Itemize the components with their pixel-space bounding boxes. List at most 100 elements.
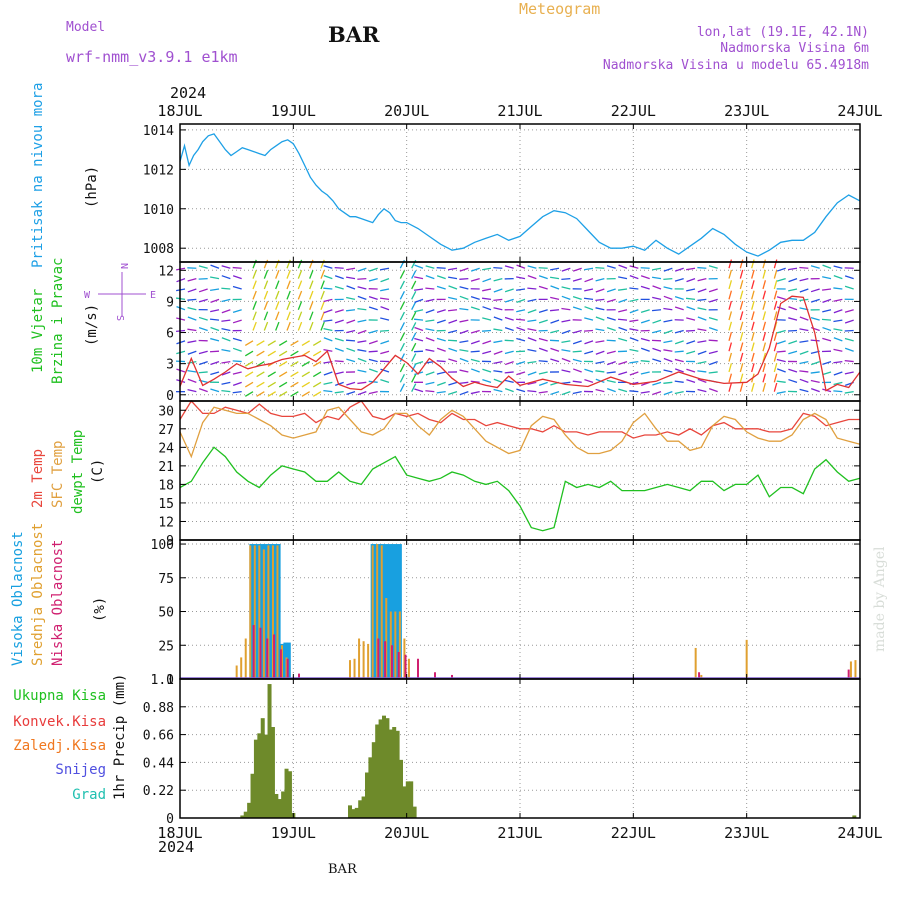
- low-cloud-bar: [298, 673, 300, 679]
- precip-bar: [250, 773, 255, 818]
- precip-bar: [368, 757, 373, 818]
- ytick-label: 15: [158, 497, 174, 512]
- mid-cloud-bar: [244, 638, 247, 679]
- precip-bar: [354, 807, 359, 818]
- compass-south: S: [114, 315, 125, 321]
- station-elevation: Nadmorska Visina 6m: [720, 41, 869, 56]
- mid-cloud-bar: [376, 544, 379, 679]
- low-cloud-bar: [404, 654, 407, 679]
- ytick-label: 12: [158, 515, 174, 530]
- model-elevation: Nadmorska Visina u modelu 65.4918m: [602, 58, 869, 73]
- precip-bar: [399, 759, 403, 818]
- ytick-label: 0.88: [143, 701, 174, 716]
- ytick-label: 6: [166, 327, 174, 342]
- low-cloud-bar: [266, 638, 269, 679]
- xtick-label-top: 21JUL: [497, 102, 542, 120]
- precip-bar: [274, 793, 279, 818]
- temp2m-line: [179, 399, 860, 439]
- ytick-label: 18: [158, 478, 174, 493]
- low-cloud-bar: [397, 652, 400, 679]
- high-cloud-bar: [283, 642, 288, 679]
- model-name: wrf-nmm_v3.9.1 e1km: [66, 48, 238, 66]
- low-cloud-bar: [279, 649, 282, 679]
- xtick-label-bottom: 21JUL: [497, 824, 542, 842]
- precip-bar: [405, 781, 410, 818]
- low-cloud-bar: [252, 625, 255, 679]
- precip-bar: [409, 781, 414, 818]
- high-cloud-bar: [374, 544, 379, 679]
- precip-bar: [277, 799, 282, 818]
- precip-bar: [267, 684, 272, 818]
- precip-bar: [365, 772, 369, 818]
- xtick-label-bottom: 23JUL: [724, 824, 769, 842]
- mid-cloud-bar: [267, 545, 270, 679]
- precip-bar: [412, 806, 417, 818]
- high-cloud-bar: [387, 544, 392, 679]
- low-cloud-bar: [847, 669, 850, 679]
- precip-bar: [375, 724, 380, 818]
- ytick-label: 0: [166, 389, 174, 404]
- low-cloud-bar: [377, 638, 380, 679]
- mid-cloud-bar: [262, 549, 265, 679]
- mid-cloud-bar: [258, 545, 261, 679]
- mid-cloud-bar: [694, 647, 697, 679]
- xtick-label-top: 24JUL: [837, 102, 882, 120]
- precip-bar: [382, 715, 386, 818]
- ytick-label: 27: [158, 423, 174, 438]
- mid-cloud-bar: [385, 598, 388, 679]
- ytick-label: 30: [158, 404, 174, 419]
- mid-cloud-bar: [358, 638, 361, 679]
- pressure-ylabel: Pritisak na nivou mora: [30, 83, 46, 268]
- xtick-label-top: 19JUL: [271, 102, 316, 120]
- ytick-label: 50: [158, 606, 174, 621]
- wind-speed-line: [179, 295, 861, 392]
- high-cloud-bar: [273, 544, 278, 679]
- high-cloud-bar: [276, 544, 281, 679]
- xtick-label-bottom: 22JUL: [611, 824, 656, 842]
- precip-bar: [358, 800, 363, 818]
- mid-cloud-bar: [353, 658, 356, 679]
- legend-hail: Grad: [72, 787, 106, 803]
- ytick-label: 24: [158, 441, 174, 456]
- ytick-label: 0.44: [143, 756, 174, 771]
- high-cloud-bar: [269, 544, 274, 679]
- precip-bar: [240, 815, 245, 818]
- mid-cloud-bar: [285, 657, 288, 679]
- high-cloud-bar: [249, 544, 254, 679]
- dewpoint-ylabel: dewpt Temp: [70, 430, 86, 514]
- sfc-temp-ylabel: SFC Temp: [50, 441, 66, 508]
- high-cloud-bar: [394, 544, 399, 679]
- precip-bar: [287, 771, 292, 818]
- precip-bar: [388, 729, 393, 818]
- precip-bar: [361, 796, 366, 818]
- high-cloud-bar: [286, 642, 291, 679]
- mid-cloud-bar: [700, 674, 703, 679]
- precip-bar: [371, 742, 376, 818]
- ytick-label: 0: [166, 812, 174, 827]
- ytick-label: 9: [166, 534, 174, 549]
- station-label-bottom: BAR: [328, 862, 357, 877]
- mid-cloud-bar: [371, 545, 374, 679]
- precip-bar: [385, 718, 390, 818]
- compass-east: E: [150, 290, 156, 301]
- mid-cloud-bar: [349, 660, 351, 679]
- mid-cloud-bar: [849, 661, 852, 679]
- mid-cloud-ylabel: Srednja Oblacnost: [30, 523, 46, 666]
- legend-total-precip: Ukupna Kisa: [13, 688, 106, 704]
- legend-snow: Snijeg: [55, 762, 106, 778]
- mid-cloud-bar: [235, 665, 238, 679]
- pressure-line: [179, 133, 861, 257]
- temp2m-ylabel: 2m Temp: [30, 449, 46, 508]
- precip-bar: [270, 727, 275, 818]
- ytick-label: 1008: [143, 242, 174, 257]
- precip-bar: [392, 727, 397, 818]
- low-cloud-ylabel: Niska Oblacnost: [50, 540, 66, 666]
- low-cloud-bar: [390, 645, 393, 679]
- ytick-label: 9: [166, 295, 174, 310]
- high-cloud-bar: [391, 544, 396, 679]
- wind-ylabel-sub: Brzina i Pravac: [50, 258, 66, 384]
- mid-cloud-bar: [854, 660, 857, 679]
- precip-bar: [284, 768, 289, 818]
- legend-freezing-precip: Zaledj.Kisa: [13, 738, 106, 754]
